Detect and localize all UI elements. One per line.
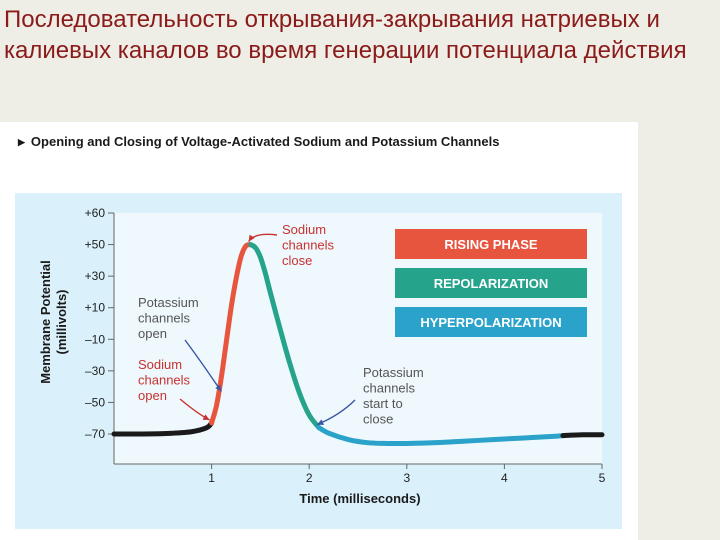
y-tick-label: –70 [85, 427, 105, 441]
y-tick-label: +60 [85, 206, 106, 220]
annotation-arrowhead [248, 234, 255, 242]
annotation-line: close [363, 412, 393, 427]
potential-curve [111, 242, 605, 447]
y-axis-unit: (millivolts) [54, 289, 69, 354]
x-tick-label: 1 [208, 471, 215, 485]
axes [108, 212, 603, 469]
y-tick-label: +10 [85, 301, 106, 315]
annotation-arrowhead [215, 384, 222, 392]
annotation-line: Sodium [138, 357, 182, 372]
y-tick-label: +50 [85, 238, 106, 252]
annotation-arrowhead [316, 419, 324, 426]
annotation-line: start to [363, 396, 403, 411]
curve-segment-resting [111, 420, 215, 437]
y-tick-label: –30 [85, 364, 105, 378]
x-tick-label: 2 [306, 471, 313, 485]
annotation-line: channels [282, 238, 335, 253]
y-tick-label: +30 [85, 269, 106, 283]
annotation-text: Sodium channels close [282, 222, 335, 268]
x-axis-title: Time (milliseconds) [299, 491, 420, 506]
annotation-line: close [282, 253, 312, 268]
figure-heading-text: Opening and Closing of Voltage-Activated… [30, 134, 500, 149]
action-potential-chart: +60 +50 +30 +10 –10 –30 –50 –70 1 2 3 4 5 RISING PHA… [15, 193, 622, 529]
curve-segment-rising [209, 242, 254, 426]
figure-heading: ▶ Opening and Closing of Voltage-Activate… [18, 134, 499, 149]
annotation-line: open [138, 388, 167, 403]
tick-labels: +60 +50 +30 +10 –10 –30 –50 –70 1 2 3 4 5 [85, 206, 606, 485]
legend-label: RISING PHASE [444, 237, 538, 252]
annotation-text: Potassium channels open [138, 295, 199, 341]
legend-label: HYPERPOLARIZATION [420, 315, 561, 330]
annotation-line: Sodium [282, 222, 326, 237]
annotation-line: Potassium [363, 365, 424, 380]
curve-segment-repolarization [248, 242, 322, 431]
annotation-line: channels [138, 373, 191, 388]
annotation-line: channels [363, 381, 416, 396]
annotation-arrowhead [202, 414, 210, 420]
curve-segment-resting-late [560, 432, 605, 439]
legend-label: REPOLARIZATION [434, 276, 549, 291]
annotation-text: Sodium channels open [138, 357, 191, 403]
x-tick-label: 5 [599, 471, 606, 485]
y-tick-label: –50 [85, 395, 105, 409]
legend-box [395, 268, 587, 298]
annotation-text: Potassium channels start to close [363, 365, 424, 427]
x-tick-label: 4 [501, 471, 508, 485]
curve-segment-hyperpolarization [316, 425, 566, 447]
annotation-line: Potassium [138, 295, 199, 310]
y-axis-title: Membrane Potential [38, 260, 53, 384]
legend-box [395, 229, 587, 259]
annotation-line: open [138, 326, 167, 341]
legend-box [395, 307, 587, 337]
triangle-right-icon: ▶ [18, 137, 25, 147]
legend: RISING PHASE REPOLARIZATION HYPERPOLARIZAT… [395, 229, 587, 337]
x-tick-label: 3 [403, 471, 410, 485]
figure-panel: +60 +50 +30 +10 –10 –30 –50 –70 1 2 3 4 5 RISING PHA… [0, 122, 638, 540]
annotation-line: channels [138, 311, 191, 326]
slide-title: Последовательность открывания-закрывания… [4, 6, 687, 64]
y-tick-label: –10 [85, 332, 105, 346]
